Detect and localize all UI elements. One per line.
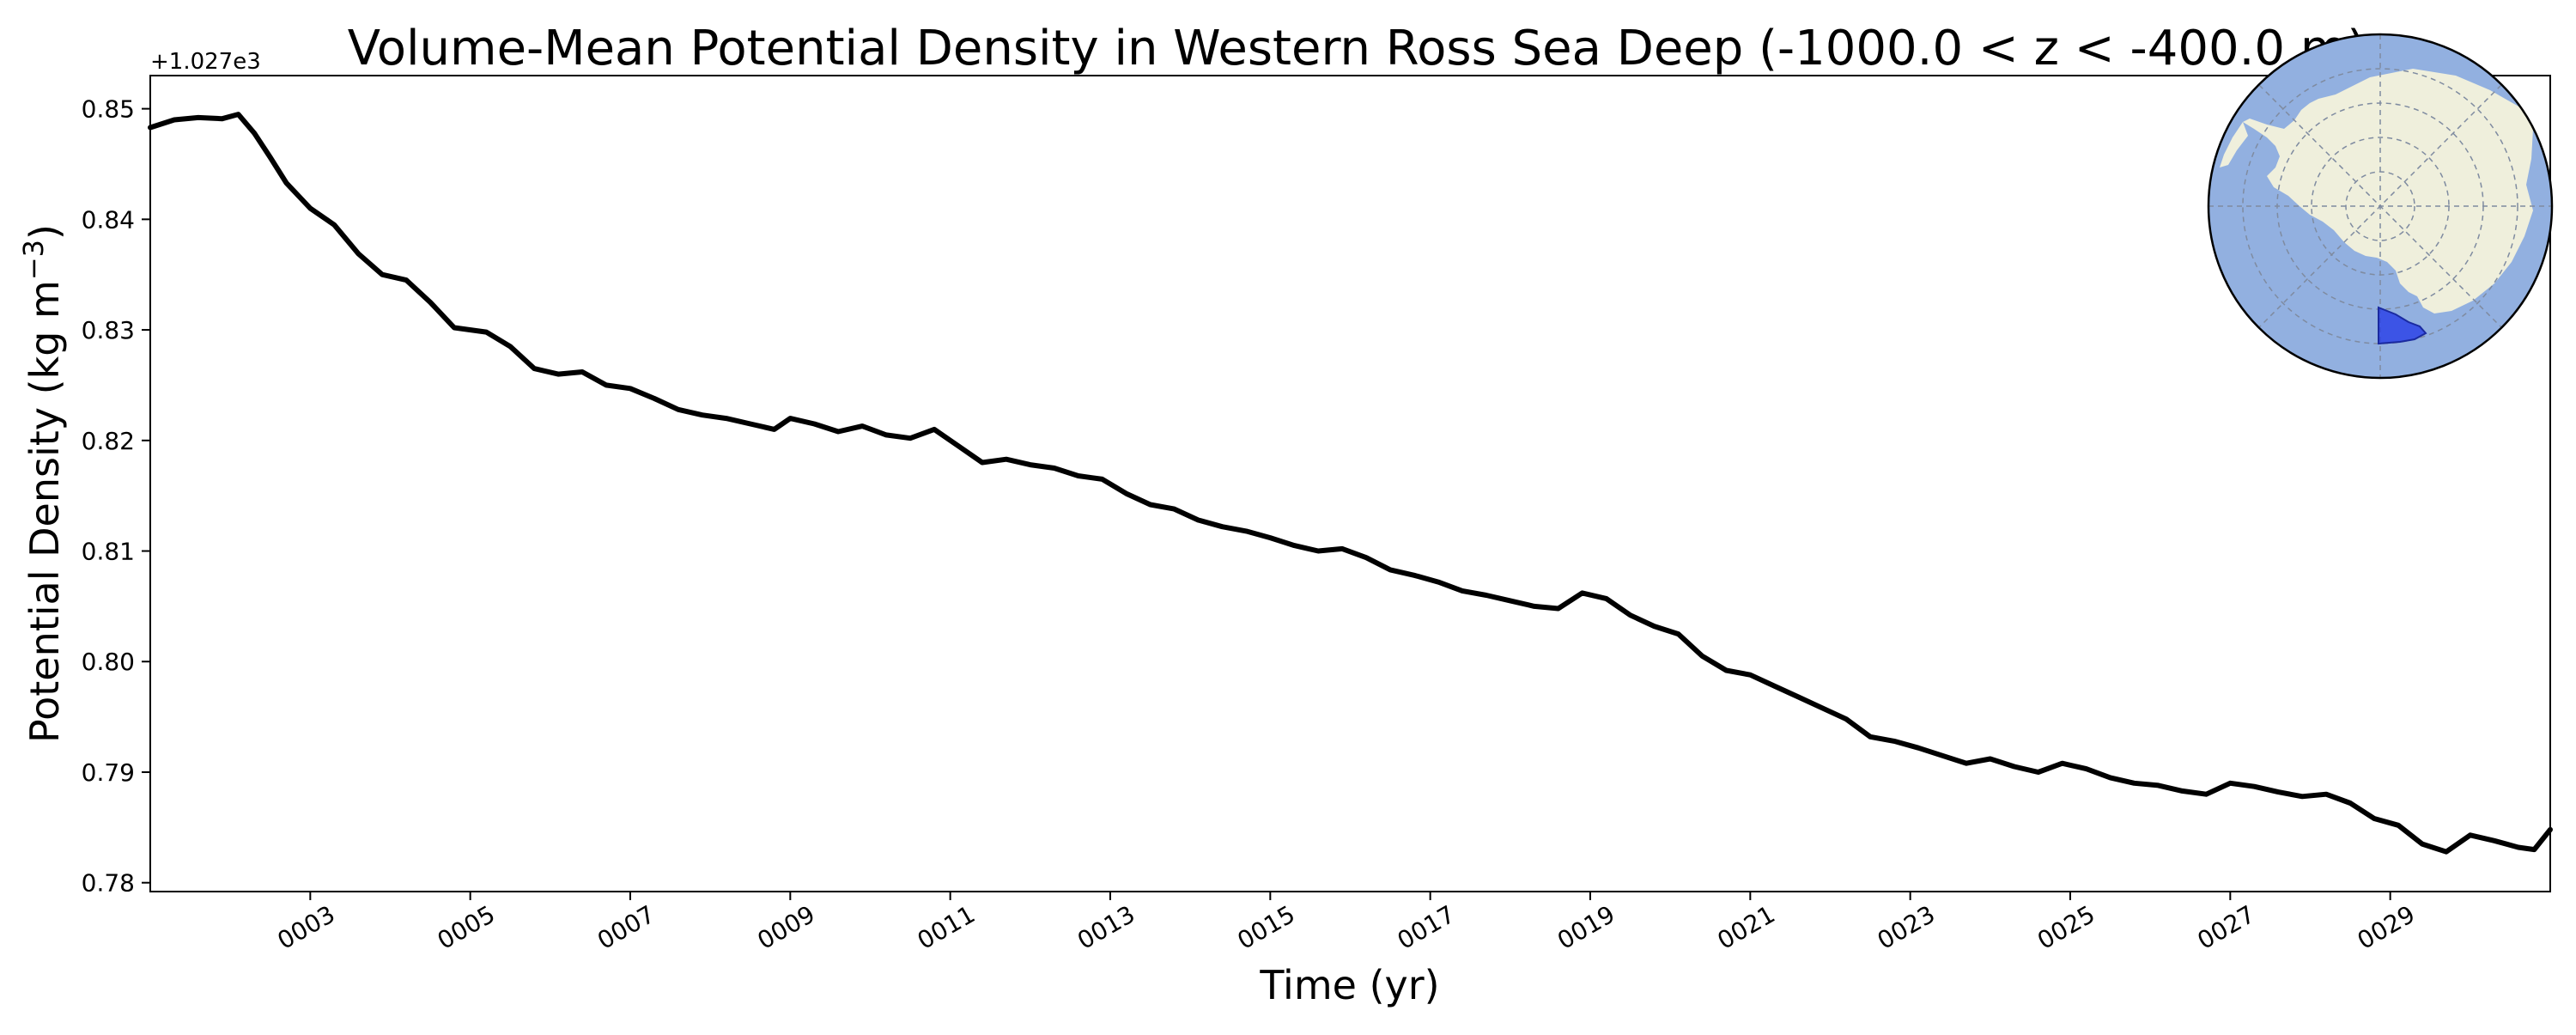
x-tick-label: 0023 bbox=[1873, 900, 1940, 955]
y-offset-label: +1.027e3 bbox=[150, 49, 261, 75]
series-layer bbox=[148, 112, 2553, 855]
y-tick-label: 0.83 bbox=[82, 316, 135, 344]
y-tick-label: 0.78 bbox=[82, 869, 135, 898]
y-axis-label-close: ) bbox=[21, 224, 68, 240]
y-axis: 0.78 0.79 0.80 0.81 0.82 0.83 0.84 0.85 bbox=[82, 95, 150, 898]
antarctic-peninsula bbox=[2220, 122, 2248, 167]
y-tick-label: 0.84 bbox=[82, 205, 135, 234]
y-tick-label: 0.79 bbox=[82, 758, 135, 787]
x-tick-label: 0025 bbox=[2032, 900, 2099, 955]
western-ross-sea-region bbox=[2378, 306, 2427, 345]
y-tick-label: 0.82 bbox=[82, 427, 135, 455]
y-tick-label: 0.85 bbox=[82, 95, 135, 124]
inset-map-border bbox=[2207, 33, 2554, 380]
x-tick-label: 0013 bbox=[1072, 900, 1139, 955]
x-tick-label: 0029 bbox=[2353, 900, 2420, 955]
y-tick-label: 0.81 bbox=[82, 538, 135, 566]
x-tick-label: 0003 bbox=[272, 900, 339, 955]
antarctica-landmass bbox=[2243, 69, 2533, 314]
inset-map-graticule bbox=[2208, 34, 2552, 378]
y-axis-label-superscript: −3 bbox=[17, 240, 50, 280]
x-tick-label: 0015 bbox=[1232, 900, 1299, 955]
x-tick-label: 0009 bbox=[752, 900, 819, 955]
y-axis-label: Potential Density (kg m−3) bbox=[17, 224, 68, 743]
x-tick-label: 0017 bbox=[1393, 900, 1460, 955]
x-axis: 0003 0005 0007 0009 0011 0013 0015 0017 0019 0021… bbox=[272, 892, 2420, 955]
x-axis-label: Time (yr) bbox=[1259, 962, 1439, 1008]
x-tick-label: 0007 bbox=[592, 900, 659, 955]
x-tick-label: 0011 bbox=[913, 900, 980, 955]
x-tick-label: 0005 bbox=[433, 900, 500, 955]
plot-area-frame bbox=[149, 75, 2551, 892]
x-tick-label: 0019 bbox=[1552, 900, 1619, 955]
x-tick-label: 0021 bbox=[1712, 900, 1779, 955]
y-tick-label: 0.80 bbox=[82, 648, 135, 676]
x-tick-label: 0027 bbox=[2192, 900, 2259, 955]
inset-map bbox=[2207, 33, 2554, 380]
y-axis-label-main: Potential Density (kg m bbox=[21, 280, 68, 743]
chart-title: Volume-Mean Potential Density in Western… bbox=[348, 21, 2366, 76]
series-line bbox=[148, 112, 2553, 855]
